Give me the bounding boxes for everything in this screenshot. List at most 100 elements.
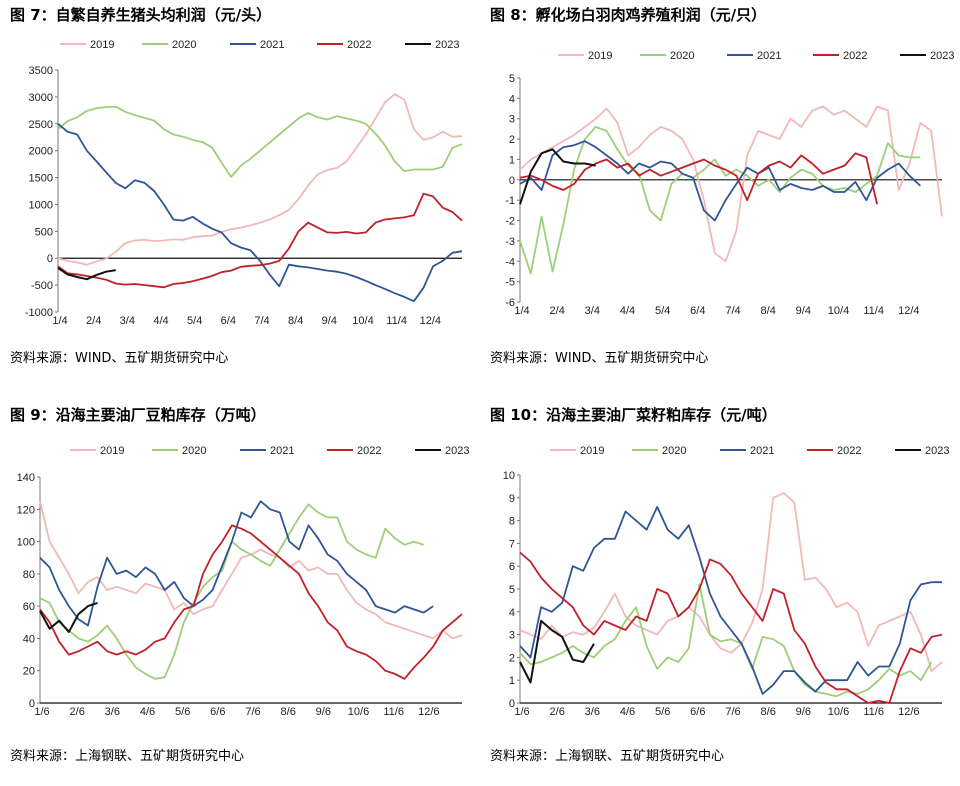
- x-tick-label: 5/4: [187, 315, 202, 327]
- x-tick-label: 3/6: [105, 706, 120, 718]
- x-tick-label: 8/6: [761, 706, 776, 718]
- series-line-2019: [519, 105, 943, 263]
- x-tick-label: 5/6: [175, 706, 190, 718]
- chart-panel-rapeseed-meal-stock: 图 10：沿海主要油厂菜籽粕库存（元/吨） 2019 2020 2021 2022 20…: [480, 400, 960, 786]
- legend-label-2023: 2023: [445, 445, 469, 457]
- x-tick-label: 2/6: [550, 706, 565, 718]
- x-tick-label: 12/6: [898, 706, 919, 718]
- legend-label-2020: 2020: [670, 50, 694, 62]
- y-tick-label: 1000: [29, 199, 53, 211]
- series-line-2023: [57, 267, 116, 281]
- chart-title: 图 9：沿海主要油厂豆粕库存（万吨）: [10, 406, 266, 424]
- legend-label-2021: 2021: [757, 50, 781, 62]
- y-tick-label: 2: [509, 652, 515, 664]
- x-tick-label: 10/4: [828, 305, 849, 317]
- y-tick-label: -4: [505, 256, 515, 268]
- y-tick-label: 140: [17, 472, 35, 484]
- y-tick-label: -2: [505, 216, 515, 228]
- x-tick-label: 9/6: [316, 706, 331, 718]
- chart-panel-pig-profit: 图 7：自繁自养生猪头均利润（元/头） 2019 2020 2021 2022 2023…: [0, 0, 480, 386]
- y-tick-label: -1: [505, 195, 515, 207]
- chart-source: 资料来源：WIND、五矿期货研究中心: [490, 351, 709, 366]
- x-tick-label: 7/4: [254, 315, 269, 327]
- x-tick-label: 7/4: [725, 305, 740, 317]
- x-tick-label: 2/4: [550, 305, 565, 317]
- legend: 2019 2020 2021 2022 2023: [60, 39, 459, 51]
- x-tick-label: 4/6: [620, 706, 635, 718]
- x-tick-label: 6/6: [210, 706, 225, 718]
- series-line-2020: [57, 105, 463, 178]
- legend-label-2022: 2022: [837, 445, 861, 457]
- legend-label-2019: 2019: [588, 50, 612, 62]
- x-tick-label: 10/4: [352, 315, 373, 327]
- chart-source: 资料来源：WIND、五矿期货研究中心: [10, 351, 229, 366]
- x-tick-label: 12/6: [418, 706, 439, 718]
- series-line-2023: [519, 619, 595, 684]
- y-tick-label: 1500: [29, 173, 53, 185]
- x-tick-label: 9/4: [796, 305, 811, 317]
- y-tick-label: 4: [509, 607, 515, 619]
- y-tick-label: 3000: [29, 92, 53, 104]
- chart-panel-broiler-profit: 图 8：孵化场白羽肉鸡养殖利润（元/只） 2019 2020 2021 2022 202…: [480, 0, 960, 386]
- y-tick-label: 2: [509, 134, 515, 146]
- series-line-2020: [519, 583, 933, 698]
- chart-title: 图 7：自繁自养生猪头均利润（元/头）: [10, 6, 272, 24]
- chart-panel-soymeal-stock: 图 9：沿海主要油厂豆粕库存（万吨） 2019 2020 2021 2022 2023 0…: [0, 400, 480, 786]
- x-tick-label: 8/4: [288, 315, 303, 327]
- legend: 2019 2020 2021 2022 2023: [70, 445, 469, 457]
- y-tick-label: 3500: [29, 65, 53, 77]
- x-tick-label: 11/4: [863, 305, 884, 317]
- y-tick-label: 20: [23, 666, 35, 678]
- series-line-2021: [519, 506, 942, 695]
- series-line-2023: [39, 601, 98, 633]
- x-tick-label: 6/4: [690, 305, 705, 317]
- y-tick-label: 2000: [29, 146, 53, 158]
- series-line-2022: [519, 551, 943, 704]
- y-tick-label: 3: [509, 630, 515, 642]
- y-tick-label: 9: [509, 493, 515, 505]
- legend-label-2020: 2020: [172, 39, 196, 51]
- series-line-2021: [39, 500, 434, 627]
- x-tick-label: 2/4: [86, 315, 101, 327]
- x-tick-label: 7/6: [245, 706, 260, 718]
- chart-source: 资料来源：上海钢联、五矿期货研究中心: [490, 749, 725, 764]
- y-tick-label: 2500: [29, 119, 53, 131]
- chart-title: 图 8：孵化场白羽肉鸡养殖利润（元/只）: [490, 6, 767, 24]
- x-tick-label: 1/4: [514, 305, 529, 317]
- x-tick-label: 4/6: [140, 706, 155, 718]
- y-tick-label: -5: [505, 277, 515, 289]
- y-tick-label: 8: [509, 516, 515, 528]
- x-tick-label: 5/6: [655, 706, 670, 718]
- y-tick-label: 0: [509, 175, 515, 187]
- chart-svg: 2019 2020 2021 2022 2023 0 1 2 3 4 5 6 7 8 9 10 1/6 2/6 3/…: [503, 445, 950, 718]
- y-tick-label: 1: [509, 675, 515, 687]
- y-tick-label: 40: [23, 633, 35, 645]
- y-tick-label: 6: [509, 561, 515, 573]
- series-line-2020: [519, 126, 921, 275]
- x-tick-label: 12/4: [420, 315, 441, 327]
- legend-label-2023: 2023: [435, 39, 459, 51]
- x-tick-label: 2/6: [70, 706, 85, 718]
- x-tick-label: 4/4: [153, 315, 168, 327]
- y-tick-label: 500: [35, 226, 53, 238]
- chart-svg: 2019 2020 2021 2022 2023 -6 -5 -4 -3 -2 -1 0 1 2 3 4 5 1/…: [505, 50, 954, 317]
- chart-title: 图 10：沿海主要油厂菜籽粕库存（元/吨）: [490, 406, 777, 424]
- x-tick-label: 4/4: [620, 305, 635, 317]
- y-tick-label: 10: [503, 470, 515, 482]
- y-tick-label: -500: [31, 280, 53, 292]
- legend-label-2019: 2019: [580, 445, 604, 457]
- legend: 2019 2020 2021 2022 2023: [558, 50, 954, 62]
- y-tick-label: 0: [29, 698, 35, 710]
- x-tick-label: 3/4: [585, 305, 600, 317]
- y-tick-label: -3: [505, 236, 515, 248]
- series-line-2019: [519, 492, 943, 673]
- series-line-2022: [519, 152, 878, 205]
- x-tick-label: 10/6: [348, 706, 369, 718]
- y-tick-label: -1000: [25, 307, 53, 319]
- legend-label-2021: 2021: [750, 445, 774, 457]
- chart-source: 资料来源：上海钢联、五矿期货研究中心: [10, 749, 245, 764]
- y-tick-label: 0: [509, 698, 515, 710]
- x-tick-label: 8/6: [281, 706, 296, 718]
- x-tick-label: 10/6: [828, 706, 849, 718]
- y-tick-label: 7: [509, 538, 515, 550]
